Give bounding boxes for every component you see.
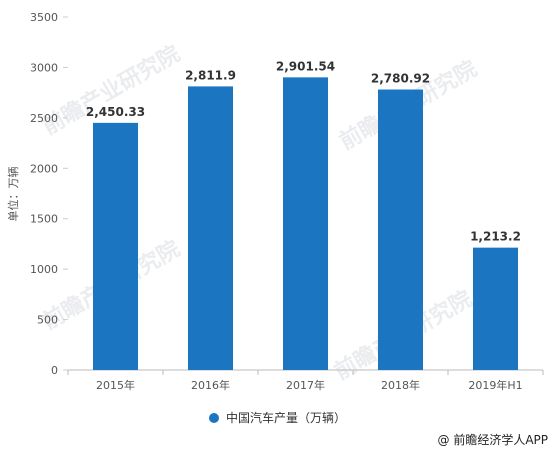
legend: 中国汽车产量（万辆）: [209, 410, 346, 425]
y-tick-label: 0: [51, 364, 58, 377]
credit-text: @ 前瞻经济学人APP: [438, 432, 549, 447]
x-tick-label: 2017年: [286, 378, 325, 392]
legend-label: 中国汽车产量（万辆）: [226, 410, 346, 425]
data-labels: 2,450.33 2,811.9 2,901.54 2,780.92 1,213.2: [86, 59, 521, 243]
x-tick-label: 2018年: [381, 378, 420, 392]
x-tick-label: 2016年: [191, 378, 230, 392]
y-axis-title: 单位：万辆: [6, 167, 20, 222]
bar: [283, 77, 328, 371]
data-label: 2,811.9: [185, 68, 236, 82]
data-label: 2,450.33: [86, 105, 145, 119]
legend-swatch: [209, 413, 219, 423]
bar: [378, 89, 423, 370]
y-axis: 0 500 1000 1500 2000 2500 3000 3500: [30, 11, 68, 377]
data-label: 2,901.54: [276, 59, 335, 73]
data-label: 2,780.92: [371, 72, 430, 86]
y-tick-label: 500: [37, 314, 58, 327]
y-tick-label: 2000: [30, 162, 58, 175]
bar: [473, 247, 518, 370]
bar: [188, 86, 233, 370]
bar: [93, 122, 138, 370]
data-label: 1,213.2: [470, 230, 521, 244]
y-tick-label: 1500: [30, 213, 58, 226]
x-tick-label: 2015年: [96, 378, 135, 392]
y-tick-label: 3500: [30, 11, 58, 24]
bar-series: [93, 77, 518, 371]
y-tick-label: 3000: [30, 61, 58, 74]
x-tick-label: 2019年H1: [468, 378, 522, 392]
y-tick-label: 1000: [30, 263, 58, 276]
y-tick-label: 2500: [30, 112, 58, 125]
x-axis: 2015年 2016年 2017年 2018年 2019年H1: [67, 369, 544, 392]
